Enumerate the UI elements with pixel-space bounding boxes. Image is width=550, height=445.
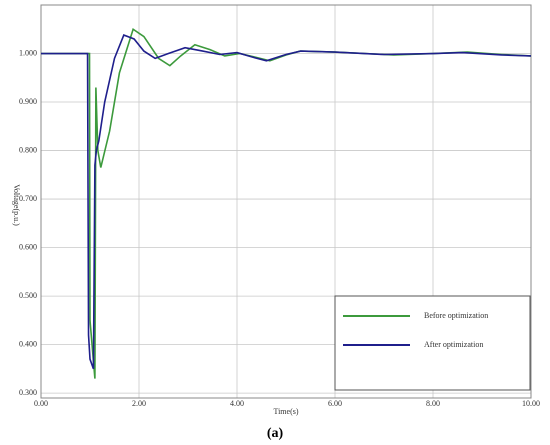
caption: (a) bbox=[267, 426, 284, 441]
legend-label: Before optimization bbox=[424, 311, 488, 320]
y-tick-label: 0.500 bbox=[19, 291, 37, 300]
y-tick-label: 0.900 bbox=[19, 97, 37, 106]
legend: Before optimization After optimization bbox=[334, 295, 531, 391]
y-tick-label: 0.300 bbox=[19, 388, 37, 397]
x-tick-label: 4.00 bbox=[230, 399, 244, 408]
x-tick-label: 10.00 bbox=[522, 399, 540, 408]
y-tick-label: 0.800 bbox=[19, 145, 37, 154]
y-tick-label: 1.000 bbox=[19, 48, 37, 57]
legend-label: After optimization bbox=[424, 340, 483, 349]
x-tick-label: 8.00 bbox=[426, 399, 440, 408]
y-tick-label: 0.600 bbox=[19, 242, 37, 251]
x-tick-label: 2.00 bbox=[132, 399, 146, 408]
y-axis-label: Voltage(p.u.) bbox=[12, 184, 21, 226]
plot-frame bbox=[40, 4, 532, 399]
x-tick-label: 0.00 bbox=[34, 399, 48, 408]
series-line bbox=[41, 34, 532, 370]
y-tick-label: 0.700 bbox=[19, 194, 37, 203]
y-tick-label: 0.400 bbox=[19, 339, 37, 348]
x-tick-label: 6.00 bbox=[328, 399, 342, 408]
x-axis-label: Time(s) bbox=[273, 407, 298, 416]
legend-box bbox=[334, 295, 531, 391]
